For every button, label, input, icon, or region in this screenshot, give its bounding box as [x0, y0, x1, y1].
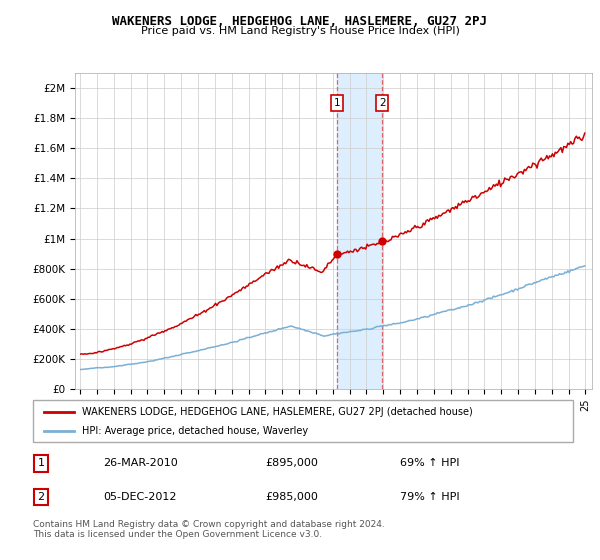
Text: WAKENERS LODGE, HEDGEHOG LANE, HASLEMERE, GU27 2PJ: WAKENERS LODGE, HEDGEHOG LANE, HASLEMERE… — [113, 15, 487, 27]
Text: WAKENERS LODGE, HEDGEHOG LANE, HASLEMERE, GU27 2PJ (detached house): WAKENERS LODGE, HEDGEHOG LANE, HASLEMERE… — [82, 407, 472, 417]
FancyBboxPatch shape — [33, 400, 573, 442]
Text: £985,000: £985,000 — [265, 492, 318, 502]
Text: 69% ↑ HPI: 69% ↑ HPI — [400, 459, 460, 469]
Text: 1: 1 — [334, 98, 340, 108]
Text: 2: 2 — [38, 492, 44, 502]
Text: 26-MAR-2010: 26-MAR-2010 — [103, 459, 178, 469]
Bar — [337, 73, 382, 389]
Text: 79% ↑ HPI: 79% ↑ HPI — [400, 492, 460, 502]
Text: Contains HM Land Registry data © Crown copyright and database right 2024.
This d: Contains HM Land Registry data © Crown c… — [33, 520, 385, 539]
Text: £895,000: £895,000 — [265, 459, 318, 469]
Text: HPI: Average price, detached house, Waverley: HPI: Average price, detached house, Wave… — [82, 426, 308, 436]
Text: 2: 2 — [379, 98, 385, 108]
Text: 05-DEC-2012: 05-DEC-2012 — [103, 492, 176, 502]
Text: Price paid vs. HM Land Registry's House Price Index (HPI): Price paid vs. HM Land Registry's House … — [140, 26, 460, 36]
Text: 1: 1 — [38, 459, 44, 469]
